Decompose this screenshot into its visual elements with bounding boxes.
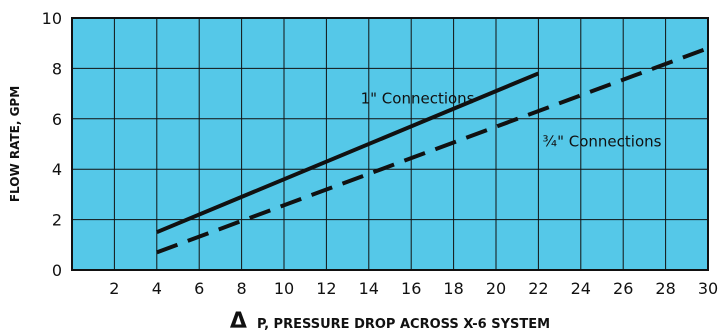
x-tick-label: 14 — [359, 279, 379, 298]
y-tick-label: 0 — [52, 261, 62, 280]
x-tick-label: 22 — [528, 279, 548, 298]
grid-lines — [72, 18, 708, 270]
x-tick-label: 6 — [194, 279, 204, 298]
x-tick-label: 26 — [613, 279, 633, 298]
y-axis-title: FLOW RATE, GPM — [8, 86, 22, 202]
y-tick-label: 10 — [42, 9, 62, 28]
x-tick-label: 30 — [698, 279, 718, 298]
x-tick-label: 18 — [443, 279, 463, 298]
y-tick-label: 2 — [52, 211, 62, 230]
x-tick-label: 10 — [274, 279, 294, 298]
annotation-1in: 1" Connections — [361, 90, 475, 108]
y-tick-labels: 0 2 4 6 8 10 — [42, 9, 62, 280]
x-axis-delta-symbol: Δ — [230, 309, 247, 334]
x-tick-label: 28 — [655, 279, 675, 298]
x-tick-label: 4 — [152, 279, 162, 298]
x-tick-label: 24 — [571, 279, 591, 298]
x-tick-label: 20 — [486, 279, 506, 298]
plot-area — [71, 17, 709, 271]
y-tick-label: 8 — [52, 59, 62, 78]
x-tick-label: 12 — [316, 279, 336, 298]
y-tick-label: 6 — [52, 110, 62, 129]
x-tick-label: 8 — [237, 279, 247, 298]
x-tick-labels: 2 4 6 8 10 12 14 16 18 20 22 24 26 28 30 — [109, 279, 718, 298]
x-axis-title-text: P, PRESSURE DROP ACROSS X-6 SYSTEM — [257, 317, 550, 332]
x-tick-label: 2 — [109, 279, 119, 298]
series-layer — [156, 46, 709, 255]
annotation-3-4in: ¾" Connections — [543, 132, 662, 150]
series-line-1in — [156, 71, 540, 235]
x-axis-title: Δ P, PRESSURE DROP ACROSS X-6 SYSTEM — [230, 309, 550, 334]
x-tick-label: 16 — [401, 279, 421, 298]
y-tick-label: 4 — [52, 160, 62, 179]
